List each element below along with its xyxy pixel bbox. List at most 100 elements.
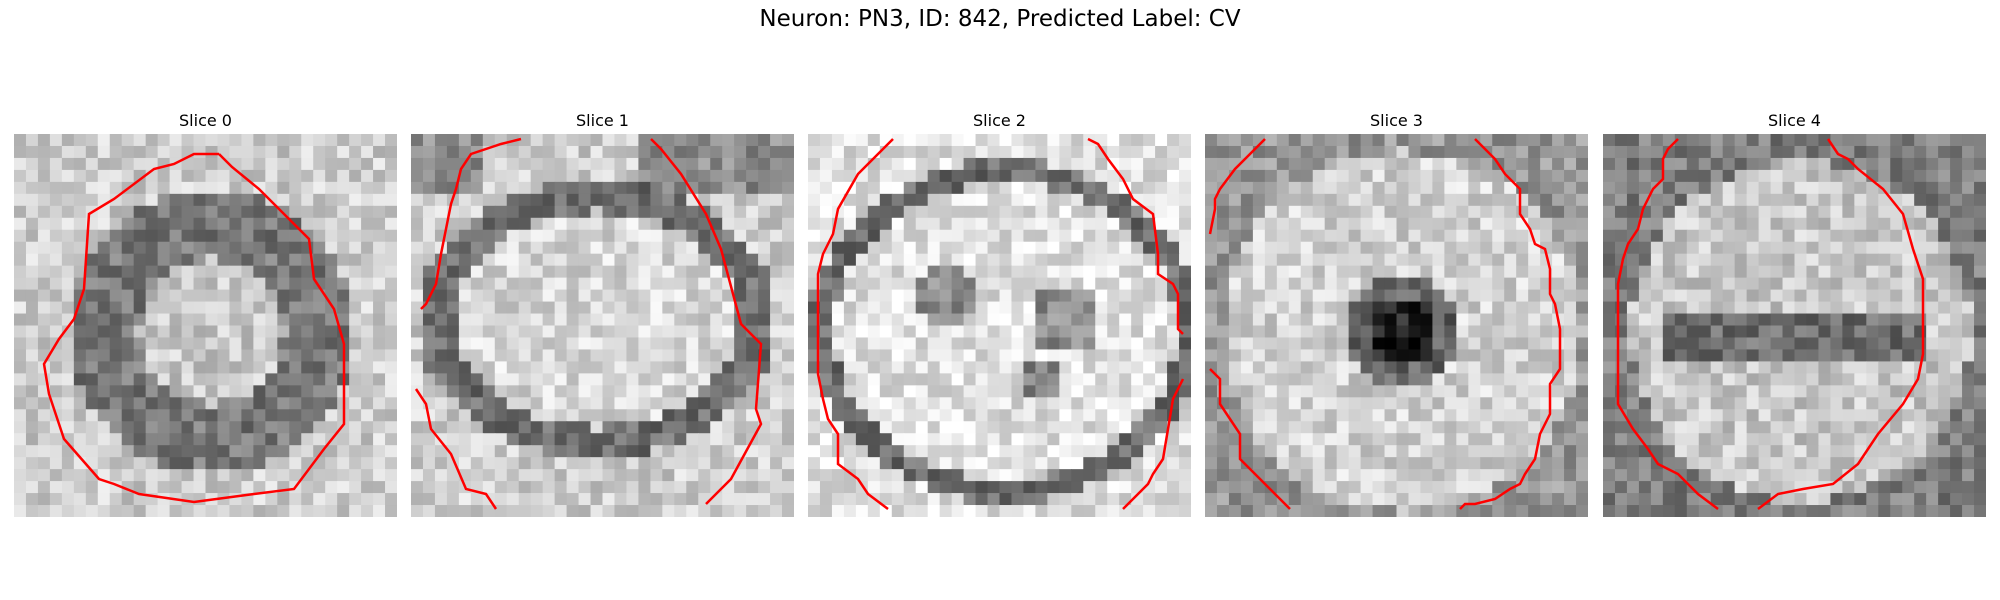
pixel: [1047, 134, 1060, 147]
pixel: [1396, 445, 1410, 458]
pixel: [1950, 301, 1963, 315]
pixel: [61, 253, 75, 267]
pixel: [1205, 505, 1218, 517]
pixel: [61, 241, 75, 255]
pixel: [411, 289, 424, 303]
pixel: [229, 169, 243, 183]
pixel: [1312, 134, 1326, 147]
pixel: [1179, 169, 1191, 183]
pixel: [1059, 337, 1072, 351]
pixel: [1746, 265, 1760, 279]
pixel: [193, 134, 207, 147]
pixel: [37, 373, 51, 386]
pixel: [61, 397, 75, 410]
pixel: [349, 505, 362, 517]
pixel: [674, 229, 687, 243]
pixel: [530, 313, 544, 327]
pixel: [1276, 134, 1290, 147]
pixel: [1794, 397, 1808, 410]
pixel: [1143, 433, 1156, 446]
pixel: [458, 385, 472, 398]
pixel: [1686, 373, 1700, 386]
pixel: [1276, 157, 1290, 171]
pixel: [1228, 457, 1242, 470]
pixel: [554, 169, 568, 183]
pixel: [229, 277, 243, 291]
pixel: [734, 481, 747, 494]
pixel: [1240, 313, 1254, 327]
pixel: [1372, 493, 1386, 506]
pixel: [1468, 301, 1481, 315]
pixel: [566, 481, 580, 494]
pixel: [145, 373, 159, 386]
pixel: [85, 301, 99, 315]
pixel: [1480, 481, 1493, 494]
pixel: [554, 493, 568, 506]
pixel: [650, 157, 663, 171]
pixel: [385, 445, 397, 458]
pixel: [1240, 469, 1254, 482]
pixel: [843, 361, 857, 374]
pixel: [133, 325, 147, 339]
pixel: [891, 301, 905, 315]
pixel: [217, 145, 231, 159]
pixel: [1155, 349, 1168, 363]
pixel: [1974, 397, 1986, 410]
pixel: [1758, 385, 1772, 398]
pixel: [1348, 505, 1362, 517]
pixel: [1950, 289, 1963, 303]
pixel: [385, 229, 397, 243]
pixel: [1504, 313, 1517, 327]
pixel: [61, 409, 75, 422]
pixel: [1179, 337, 1191, 351]
pixel: [1035, 265, 1048, 279]
pixel: [1143, 349, 1156, 363]
pixel: [1626, 337, 1640, 351]
pixel: [1638, 457, 1652, 470]
pixel: [205, 337, 219, 351]
pixel: [1528, 301, 1541, 315]
pixel: [1372, 169, 1386, 183]
pixel: [133, 457, 147, 470]
pixel: [650, 445, 663, 458]
pixel: [458, 349, 472, 363]
pixel: [819, 505, 833, 517]
pixel: [1576, 229, 1588, 243]
pixel: [1071, 505, 1084, 517]
pixel: [1962, 193, 1975, 207]
pixel: [1492, 169, 1505, 183]
pixel: [1806, 445, 1820, 458]
pixel: [650, 313, 663, 327]
pixel: [662, 289, 675, 303]
pixel: [361, 349, 374, 363]
pixel: [1540, 145, 1553, 159]
pixel: [385, 313, 397, 327]
pixel: [289, 337, 302, 351]
pixel: [289, 205, 302, 219]
pixel: [1722, 301, 1736, 315]
pixel: [1216, 325, 1230, 339]
pixel: [867, 265, 881, 279]
pixel: [1408, 229, 1422, 243]
pixel: [1384, 205, 1398, 219]
pixel: [1155, 325, 1168, 339]
pixel: [253, 253, 266, 267]
pixel: [963, 169, 977, 183]
pixel: [686, 397, 699, 410]
pixel: [1650, 253, 1664, 267]
pixel: [1842, 277, 1855, 291]
pixel: [1167, 469, 1180, 482]
pixel: [1746, 325, 1760, 339]
pixel: [1564, 421, 1577, 434]
pixel: [1179, 325, 1191, 339]
pixel: [1384, 493, 1398, 506]
pixel: [325, 445, 338, 458]
pixel: [373, 445, 386, 458]
pixel: [349, 481, 362, 494]
pixel: [1626, 241, 1640, 255]
pixel: [1626, 205, 1640, 219]
pixel: [1047, 289, 1060, 303]
pixel: [313, 181, 326, 195]
pixel: [1011, 241, 1025, 255]
pixel: [1420, 361, 1434, 374]
